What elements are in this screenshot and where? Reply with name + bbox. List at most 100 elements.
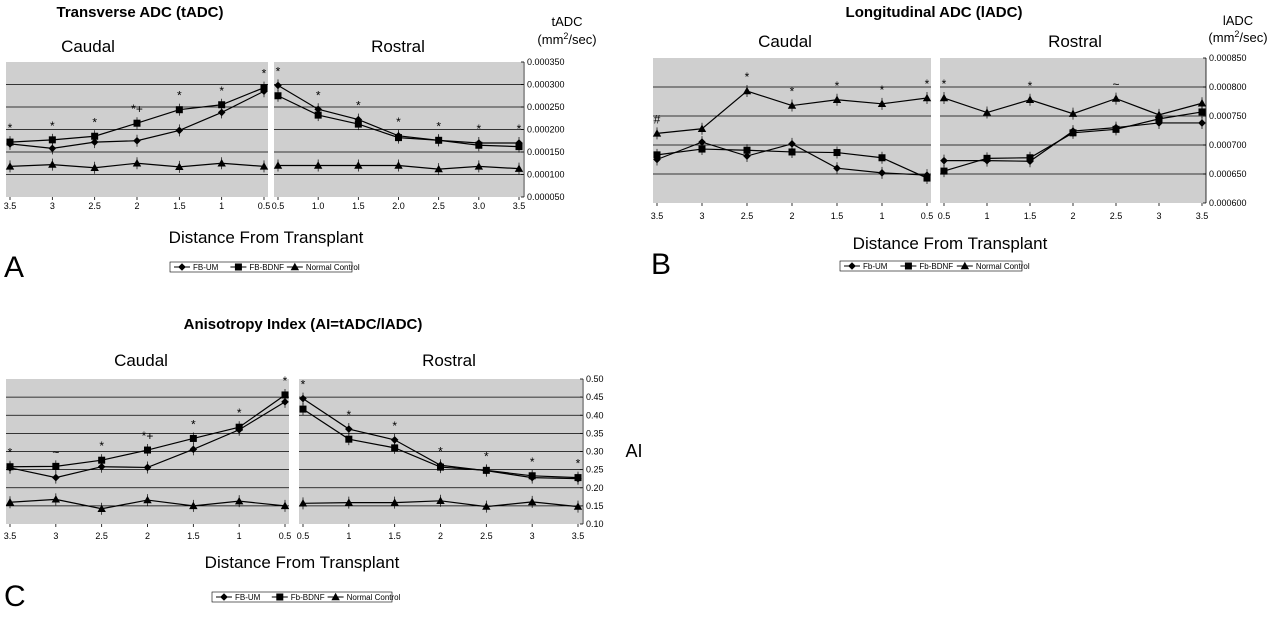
rostral-x-tick-label: 0.5 <box>938 211 951 221</box>
data-point-square <box>260 84 268 92</box>
y-axis-unit: (mm2/sec) <box>1208 29 1267 45</box>
rostral-x-tick-label: 1.0 <box>312 201 325 211</box>
y-tick-label: 0.40 <box>586 410 604 420</box>
caudal-x-tick-label: 0.5 <box>279 531 292 541</box>
y-tick-label: 0.000100 <box>527 170 565 180</box>
data-point-diamond <box>133 136 141 145</box>
significance-marker: * <box>880 83 885 97</box>
data-point-triangle <box>832 95 842 103</box>
significance-marker: * <box>191 417 196 431</box>
data-point-diamond <box>52 473 60 482</box>
significance-marker: * <box>517 122 522 136</box>
caudal-x-tick-label: 2.5 <box>88 201 101 211</box>
caudal-x-tick-label: 1.5 <box>173 201 186 211</box>
y-axis-label: tADC <box>551 14 582 29</box>
data-point-square <box>175 106 183 114</box>
data-point-square <box>235 423 243 431</box>
rostral-x-tick-label: 1.5 <box>1024 211 1037 221</box>
legend-marker-triangle <box>960 261 970 270</box>
x-axis-label: Distance From Transplant <box>853 234 1048 253</box>
rostral-x-tick-label: 2.0 <box>392 201 405 211</box>
significance-marker: * <box>576 457 581 471</box>
y-axis-unit: (mm2/sec) <box>537 31 596 47</box>
rostral-x-tick-label: 1 <box>984 211 989 221</box>
data-point-diamond <box>345 425 353 433</box>
legend-marker-triangle <box>331 592 340 601</box>
significance-marker: * <box>835 79 840 93</box>
significance-marker: * <box>1028 79 1033 93</box>
rostral-x-tick-label: 1.5 <box>352 201 365 211</box>
caudal-plot-area <box>653 58 931 203</box>
significance-marker: * <box>316 88 321 102</box>
caudal-x-tick-label: 2.5 <box>95 531 108 541</box>
rostral-x-tick-label: 1 <box>346 531 351 541</box>
data-point-triangle <box>787 101 797 109</box>
data-point-square <box>574 474 582 482</box>
data-point-triangle <box>527 497 537 506</box>
x-axis-label: Distance From Transplant <box>205 553 400 572</box>
significance-marker: * <box>92 115 97 129</box>
rostral-x-tick-label: 0.5 <box>297 531 310 541</box>
data-point-square <box>6 138 14 146</box>
data-point-triangle <box>90 163 99 171</box>
data-point-square <box>515 143 523 151</box>
legend-entry: Normal Control <box>306 263 360 272</box>
data-point-triangle <box>175 162 184 171</box>
rostral-x-tick-label: 1.5 <box>388 531 401 541</box>
y-tick-label: 0.15 <box>586 501 604 511</box>
legend-marker-diamond <box>178 263 186 271</box>
caudal-x-tick-label: 3.5 <box>651 211 664 221</box>
data-point-square <box>698 145 706 153</box>
legend-marker-diamond <box>848 262 856 270</box>
data-point-square <box>345 435 353 443</box>
legend-entry: Fb-BDNF <box>919 262 953 271</box>
significance-marker: * <box>8 121 13 135</box>
significance-marker: * <box>346 408 351 422</box>
data-point-triangle <box>514 164 524 172</box>
data-point-triangle <box>5 498 15 506</box>
section-title-caudal: Caudal <box>61 37 115 56</box>
legend-entry: FB-UM <box>235 593 261 602</box>
legend: FB-UM Fb-BDNF Normal Control <box>211 591 401 603</box>
significance-marker: * <box>476 122 481 136</box>
data-point-triangle <box>97 504 106 512</box>
caudal-x-tick-label: 3.5 <box>4 201 17 211</box>
significance-marker: * <box>790 85 795 99</box>
chart-panel-a: 0.000350 0.000300 0.000250 0.000200 0.000150… <box>4 4 597 284</box>
rostral-x-tick-label: 3.5 <box>513 201 526 211</box>
data-point-square <box>923 174 931 182</box>
data-point-triangle <box>189 501 198 510</box>
data-point-diamond <box>878 169 886 177</box>
rostral-x-tick-label: 3.5 <box>1196 211 1209 221</box>
data-point-square <box>482 466 490 474</box>
caudal-x-tick-label: 1 <box>219 201 224 211</box>
y-axis-label: lADC <box>1223 13 1253 28</box>
y-tick-label: 0.000150 <box>527 147 565 157</box>
caudal-x-tick-label: 1.5 <box>187 531 200 541</box>
y-tick-label: 0.000800 <box>1209 82 1247 92</box>
legend-marker-square <box>276 593 284 601</box>
legend: Fb-UM Fb-BDNF Normal Control <box>839 260 1030 272</box>
x-axis-label: Distance From Transplant <box>169 228 364 247</box>
significance-marker: * <box>237 406 242 420</box>
data-point-diamond <box>833 164 841 172</box>
section-title-caudal: Caudal <box>758 32 812 51</box>
data-point-diamond <box>940 156 948 165</box>
data-point-triangle <box>132 159 142 167</box>
y-tick-label: 0.45 <box>586 392 604 402</box>
data-point-square <box>475 141 483 149</box>
data-point-diamond <box>189 445 198 454</box>
significance-marker: * <box>283 374 288 388</box>
caudal-x-tick-label: 3 <box>699 211 704 221</box>
rostral-x-tick-label: 2.5 <box>432 201 445 211</box>
significance-marker: * <box>301 378 306 392</box>
y-tick-label: 0.000050 <box>527 192 565 202</box>
y-tick-label: 0.000850 <box>1209 53 1247 63</box>
data-point-triangle <box>298 499 308 507</box>
rostral-x-tick-label: 3.0 <box>473 201 486 211</box>
data-point-triangle <box>51 495 61 503</box>
chart-panel-b: 0.000850 0.000800 0.000750 0.000700 0.000650… <box>651 4 1268 281</box>
data-point-square <box>940 167 948 175</box>
caudal-x-tick-label: 0.5 <box>258 201 271 211</box>
